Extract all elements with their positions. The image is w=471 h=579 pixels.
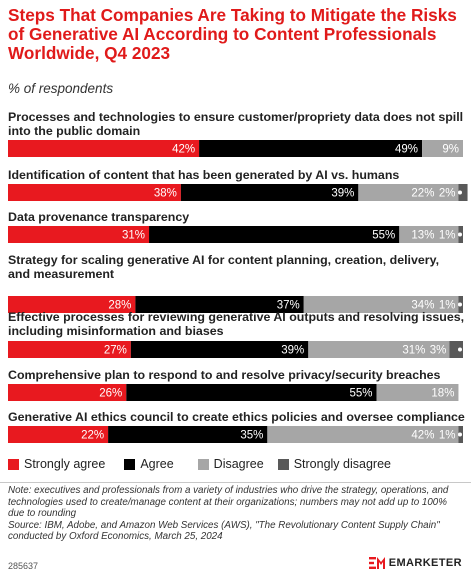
bar-segment-strongly-agree [8,184,181,201]
category-label: Processes and technologies to ensure cus… [8,110,463,138]
data-label-disagree: 42% [411,430,434,442]
bar-segment-strongly-disagree [458,184,468,201]
legend-label-strongly-agree: Strongly agree [24,457,106,471]
bar-segment-agree [180,184,359,201]
data-label-strongly-disagree: 3% [430,345,447,357]
data-label-strongly-agree: 31% [122,230,145,242]
legend: Strongly agree Agree Disagree Strongly d… [8,456,405,472]
data-label-agree: 35% [240,430,263,442]
category-label: Effective processes for reviewing genera… [8,310,464,338]
bar-segment-agree [126,384,377,401]
data-label-disagree: 9% [442,144,459,156]
data-label-disagree: 18% [431,388,454,400]
data-label-agree: 39% [281,345,304,357]
data-label-agree: 55% [350,388,373,400]
data-label-strongly-agree: 26% [99,388,122,400]
bar-end-marker [458,432,462,437]
brand-logo: EMARKETER [368,557,462,569]
chart-id: 285637 [8,561,39,571]
legend-swatch-disagree [197,458,209,470]
footnote: Note: executives and professionals from … [8,485,466,543]
brand-name: EMARKETER [388,557,462,569]
category-label: Strategy for scaling generative AI for c… [8,253,439,281]
bar-segment-disagree [358,184,459,201]
data-label-disagree: 22% [411,188,434,200]
bar-end-marker [458,347,462,352]
bar-segment-agree [130,341,309,358]
data-label-agree: 37% [277,300,300,312]
note-text: Note: executives and professionals from … [8,485,449,520]
bar-segment-disagree [376,384,459,401]
data-label-strongly-agree: 42% [172,144,195,156]
bar-segment-agree [108,426,268,443]
data-label-strongly-disagree: 2% [439,188,456,200]
bar-segment-strongly-agree [8,384,127,401]
bar-end-marker [458,190,462,195]
chart-subtitle: % of respondents [8,81,114,96]
data-label-strongly-agree: 38% [154,188,177,200]
legend-label-agree: Agree [140,457,174,471]
bar-segment-strongly-agree [8,140,200,157]
category-label: Data provenance transparency [8,210,189,224]
category-label: Identification of content that has been … [8,168,399,182]
legend-swatch-strongly-disagree [277,458,289,470]
data-label-strongly-disagree: 1% [439,230,456,242]
data-label-strongly-agree: 27% [104,345,127,357]
data-label-agree: 55% [372,230,395,242]
data-label-strongly-disagree: 1% [439,430,456,442]
legend-item-agree: Agree [124,457,174,471]
legend-item-strongly-agree: Strongly agree [8,457,105,471]
chart-title: Steps That Companies Are Taking to Mitig… [8,5,457,63]
bar-segment-agree [135,296,304,313]
bar-segment-strongly-agree [8,341,131,358]
legend-swatch-agree [124,458,136,470]
legend-item-disagree: Disagree [197,457,264,471]
bar-segment-strongly-agree [8,426,109,443]
bar-end-marker [458,302,462,307]
data-label-agree: 39% [331,188,354,200]
category-label: Generative AI ethics council to create e… [8,410,465,424]
data-label-disagree: 13% [411,230,434,242]
data-label-strongly-agree: 28% [108,300,131,312]
bar-segment-agree [199,140,423,157]
legend-label-disagree: Disagree [213,457,264,471]
bar-segment-agree [149,226,400,243]
emarketer-logo-icon [368,557,385,569]
legend-swatch-strongly-agree [8,458,19,470]
bar-end-marker [458,232,462,237]
source-text: Source: IBM, Adobe, and Amazon Web Servi… [8,519,440,543]
bar-segment-strongly-agree [8,226,150,243]
bar-segment-strongly-disagree [449,341,463,358]
bar-segment-disagree [303,296,459,313]
legend-item-strongly-disagree: Strongly disagree [277,457,391,471]
category-label: Comprehensive plan to respond to and res… [8,368,441,382]
footer-divider [0,482,471,483]
bar-segment-strongly-agree [8,296,136,313]
data-label-disagree: 34% [411,300,434,312]
data-label-strongly-agree: 22% [81,430,104,442]
bar-segment-disagree [399,226,459,243]
data-label-strongly-disagree: 1% [439,300,456,312]
bar-segment-disagree [267,426,459,443]
legend-label-strongly-disagree: Strongly disagree [293,457,391,471]
bar-segment-disagree [422,140,463,157]
data-label-disagree: 31% [402,345,425,357]
data-label-agree: 49% [395,144,418,156]
bar-segment-disagree [308,341,450,358]
